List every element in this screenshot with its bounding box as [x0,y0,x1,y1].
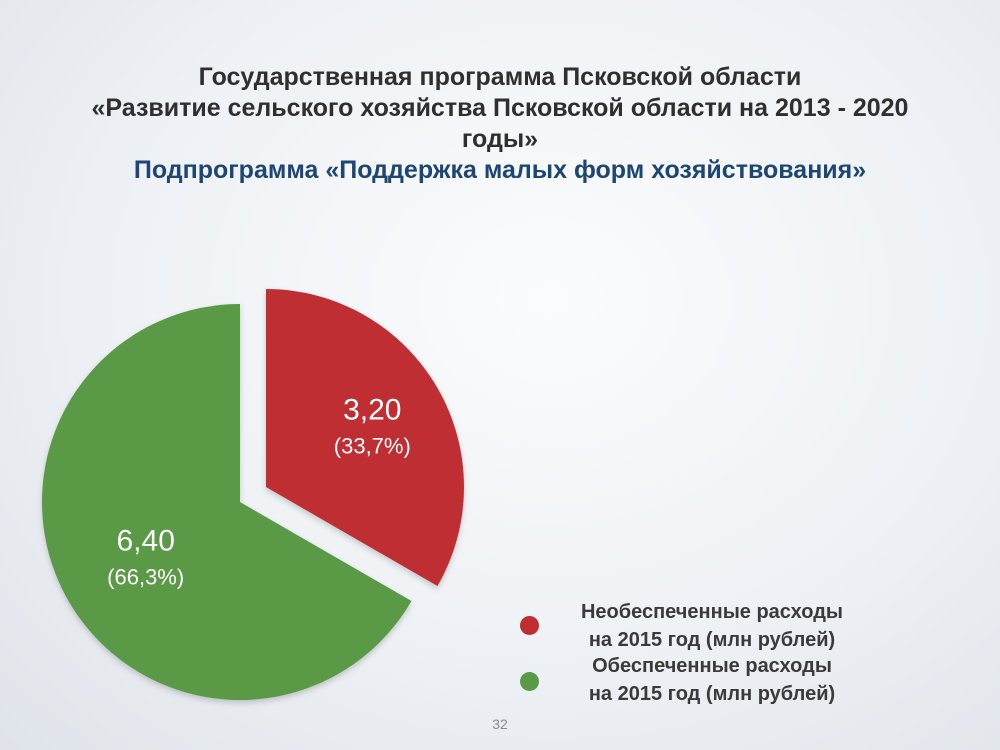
pie-slice-unfunded [265,289,464,586]
pie-value-label: 6,40 [116,524,174,557]
pie-percent-label: (33,7%) [334,434,411,459]
page-number: 32 [492,716,508,732]
legend-label-unfunded-year: на 2015 год (млн рублей) [588,629,836,651]
legend-label-funded: Обеспеченные расходы [592,655,832,677]
legend-label-unfunded: Необеспеченные расходы [580,601,844,623]
pie-percent-label: (66,3%) [107,564,184,589]
pie-slice-funded [41,304,412,700]
slide-title: Государственная программа Псковской обла… [0,62,1000,186]
title-line-1: Государственная программа Псковской обла… [198,63,802,91]
title-line-3: годы» [461,125,539,153]
legend-dot-green [520,672,539,691]
title-line-2: «Развитие сельского хозяйства Псковской … [91,94,909,122]
legend-dot-red [520,616,539,635]
pie-value-label: 3,20 [343,394,401,427]
legend-label-funded-year: на 2015 год (млн рублей) [588,683,836,705]
slide-subtitle: Подпрограмма «Поддержка малых форм хозяй… [133,156,867,184]
